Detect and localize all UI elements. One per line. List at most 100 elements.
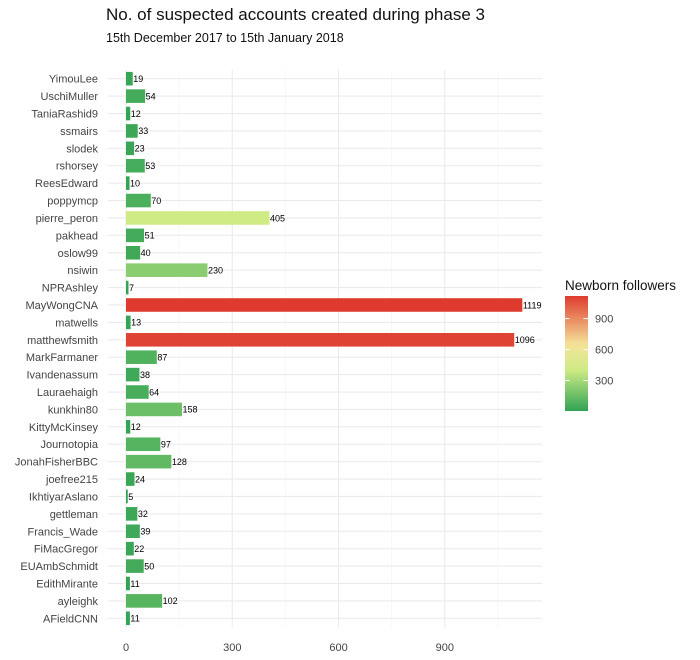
x-tick-label: 0 xyxy=(123,642,129,654)
value-label: 39 xyxy=(140,527,150,537)
y-tick-label: matwells xyxy=(55,317,98,329)
bar-nsiwin xyxy=(126,263,208,277)
y-tick-label: gettleman xyxy=(50,509,98,521)
y-tick-label: MarkFarmaner xyxy=(26,352,98,364)
value-label: 158 xyxy=(182,405,197,415)
bar-EdithMirante xyxy=(126,576,130,591)
value-label: 405 xyxy=(270,213,285,223)
bar-Francis_Wade xyxy=(126,524,140,539)
value-label: 40 xyxy=(141,248,151,258)
value-label: 19 xyxy=(133,74,143,84)
bar-AFieldCNN xyxy=(126,611,130,626)
y-tick-label: slodek xyxy=(66,143,98,155)
y-tick-label: Journotopia xyxy=(41,439,99,451)
bar-MarkFarmaner xyxy=(126,350,157,364)
value-label: 12 xyxy=(131,109,141,119)
value-label: 128 xyxy=(172,457,187,467)
y-tick-label: EdithMirante xyxy=(36,578,98,590)
value-label: 22 xyxy=(134,544,144,554)
y-tick-label: rshorsey xyxy=(56,161,99,173)
value-label: 97 xyxy=(161,440,171,450)
bar-Ivandenassum xyxy=(126,367,140,382)
value-label: 70 xyxy=(151,196,161,206)
bar-pierre_peron xyxy=(126,211,270,225)
y-tick-label: pakhead xyxy=(56,230,98,242)
value-label: 1096 xyxy=(515,335,535,345)
value-label: 12 xyxy=(131,422,141,432)
bar-oslow99 xyxy=(126,245,141,260)
value-label: 54 xyxy=(146,91,156,101)
value-label: 32 xyxy=(138,509,148,519)
y-tick-labels: YimouLee UschiMuller TaniaRashid9 ssmairs sl… xyxy=(15,74,99,626)
bars xyxy=(126,71,523,626)
bar-IkhtiyarAslano xyxy=(126,489,128,504)
bar-kunkhin80 xyxy=(126,402,182,417)
y-tick-label: matthewfsmith xyxy=(27,335,98,347)
y-tick-label: IkhtiyarAslano xyxy=(29,491,98,503)
bar-matwells xyxy=(126,315,131,330)
bar-matthewfsmith xyxy=(126,333,515,347)
bar-KittyMcKinsey xyxy=(126,420,131,434)
value-label: 7 xyxy=(129,283,134,293)
y-tick-label: ssmairs xyxy=(60,126,98,138)
bar-TaniaRashid9 xyxy=(126,106,131,121)
y-tick-label: Ivandenassum xyxy=(26,370,98,382)
x-tick-label: 600 xyxy=(329,642,347,654)
chart-subtitle: 15th December 2017 to 15th January 2018 xyxy=(106,31,344,45)
legend-title: Newborn followers xyxy=(565,278,676,293)
bar-MayWongCNA xyxy=(126,298,523,312)
x-tick-labels: 0 300 600 900 xyxy=(123,642,454,654)
y-tick-label: Francis_Wade xyxy=(27,526,98,538)
bar-JonahFisherBBC xyxy=(126,454,172,469)
y-tick-label: JonahFisherBBC xyxy=(15,457,98,469)
value-label: 5 xyxy=(128,492,133,502)
y-tick-label: Lauraehaigh xyxy=(37,387,98,399)
bar-ayleighk xyxy=(126,594,163,608)
y-tick-label: ReesEdward xyxy=(35,178,98,190)
y-tick-label: nsiwin xyxy=(67,265,98,277)
value-label: 50 xyxy=(144,561,154,571)
y-tick-label: joefree215 xyxy=(45,474,98,486)
legend-colorbar xyxy=(565,296,588,411)
x-tick-label: 300 xyxy=(223,642,241,654)
value-label: 33 xyxy=(138,126,148,136)
legend-tick-label: 600 xyxy=(595,345,613,357)
bar-pakhead xyxy=(126,228,145,243)
y-tick-label: EUAmbSchmidt xyxy=(20,561,98,573)
legend: Newborn followers 300 600 900 xyxy=(565,278,676,411)
y-tick-label: KittyMcKinsey xyxy=(29,422,99,434)
legend-tick-label: 900 xyxy=(595,314,613,326)
y-tick-label: kunkhin80 xyxy=(48,404,98,416)
bar-Lauraehaigh xyxy=(126,385,149,399)
value-label: 102 xyxy=(163,596,178,606)
y-tick-label: NPRAshley xyxy=(42,283,99,295)
bar-slodek xyxy=(126,141,135,156)
bar-rshorsey xyxy=(126,158,145,173)
bar-EUAmbSchmidt xyxy=(126,559,144,573)
bar-YimouLee xyxy=(126,71,133,86)
y-tick-label: FiMacGregor xyxy=(34,544,99,556)
bar-poppymcp xyxy=(126,193,151,208)
y-tick-label: TaniaRashid9 xyxy=(31,109,98,121)
value-label: 24 xyxy=(135,474,145,484)
value-label: 51 xyxy=(145,231,155,241)
bar-UschiMuller xyxy=(126,89,146,103)
bar-Journotopia xyxy=(126,437,161,452)
value-label: 23 xyxy=(135,144,145,154)
value-label: 64 xyxy=(149,387,159,397)
y-tick-label: ayleighk xyxy=(58,596,99,608)
value-label: 11 xyxy=(130,579,139,589)
chart-title: No. of suspected accounts created during… xyxy=(106,5,485,24)
value-label: 11 xyxy=(130,614,139,624)
value-label: 87 xyxy=(157,353,167,363)
bar-ssmairs xyxy=(126,124,138,138)
bar-ReesEdward xyxy=(126,176,130,190)
bar-NPRAshley xyxy=(126,280,129,295)
value-label: 13 xyxy=(131,318,141,328)
value-label: 10 xyxy=(130,178,140,188)
bar-joefree215 xyxy=(126,472,135,486)
y-tick-label: YimouLee xyxy=(49,74,98,86)
